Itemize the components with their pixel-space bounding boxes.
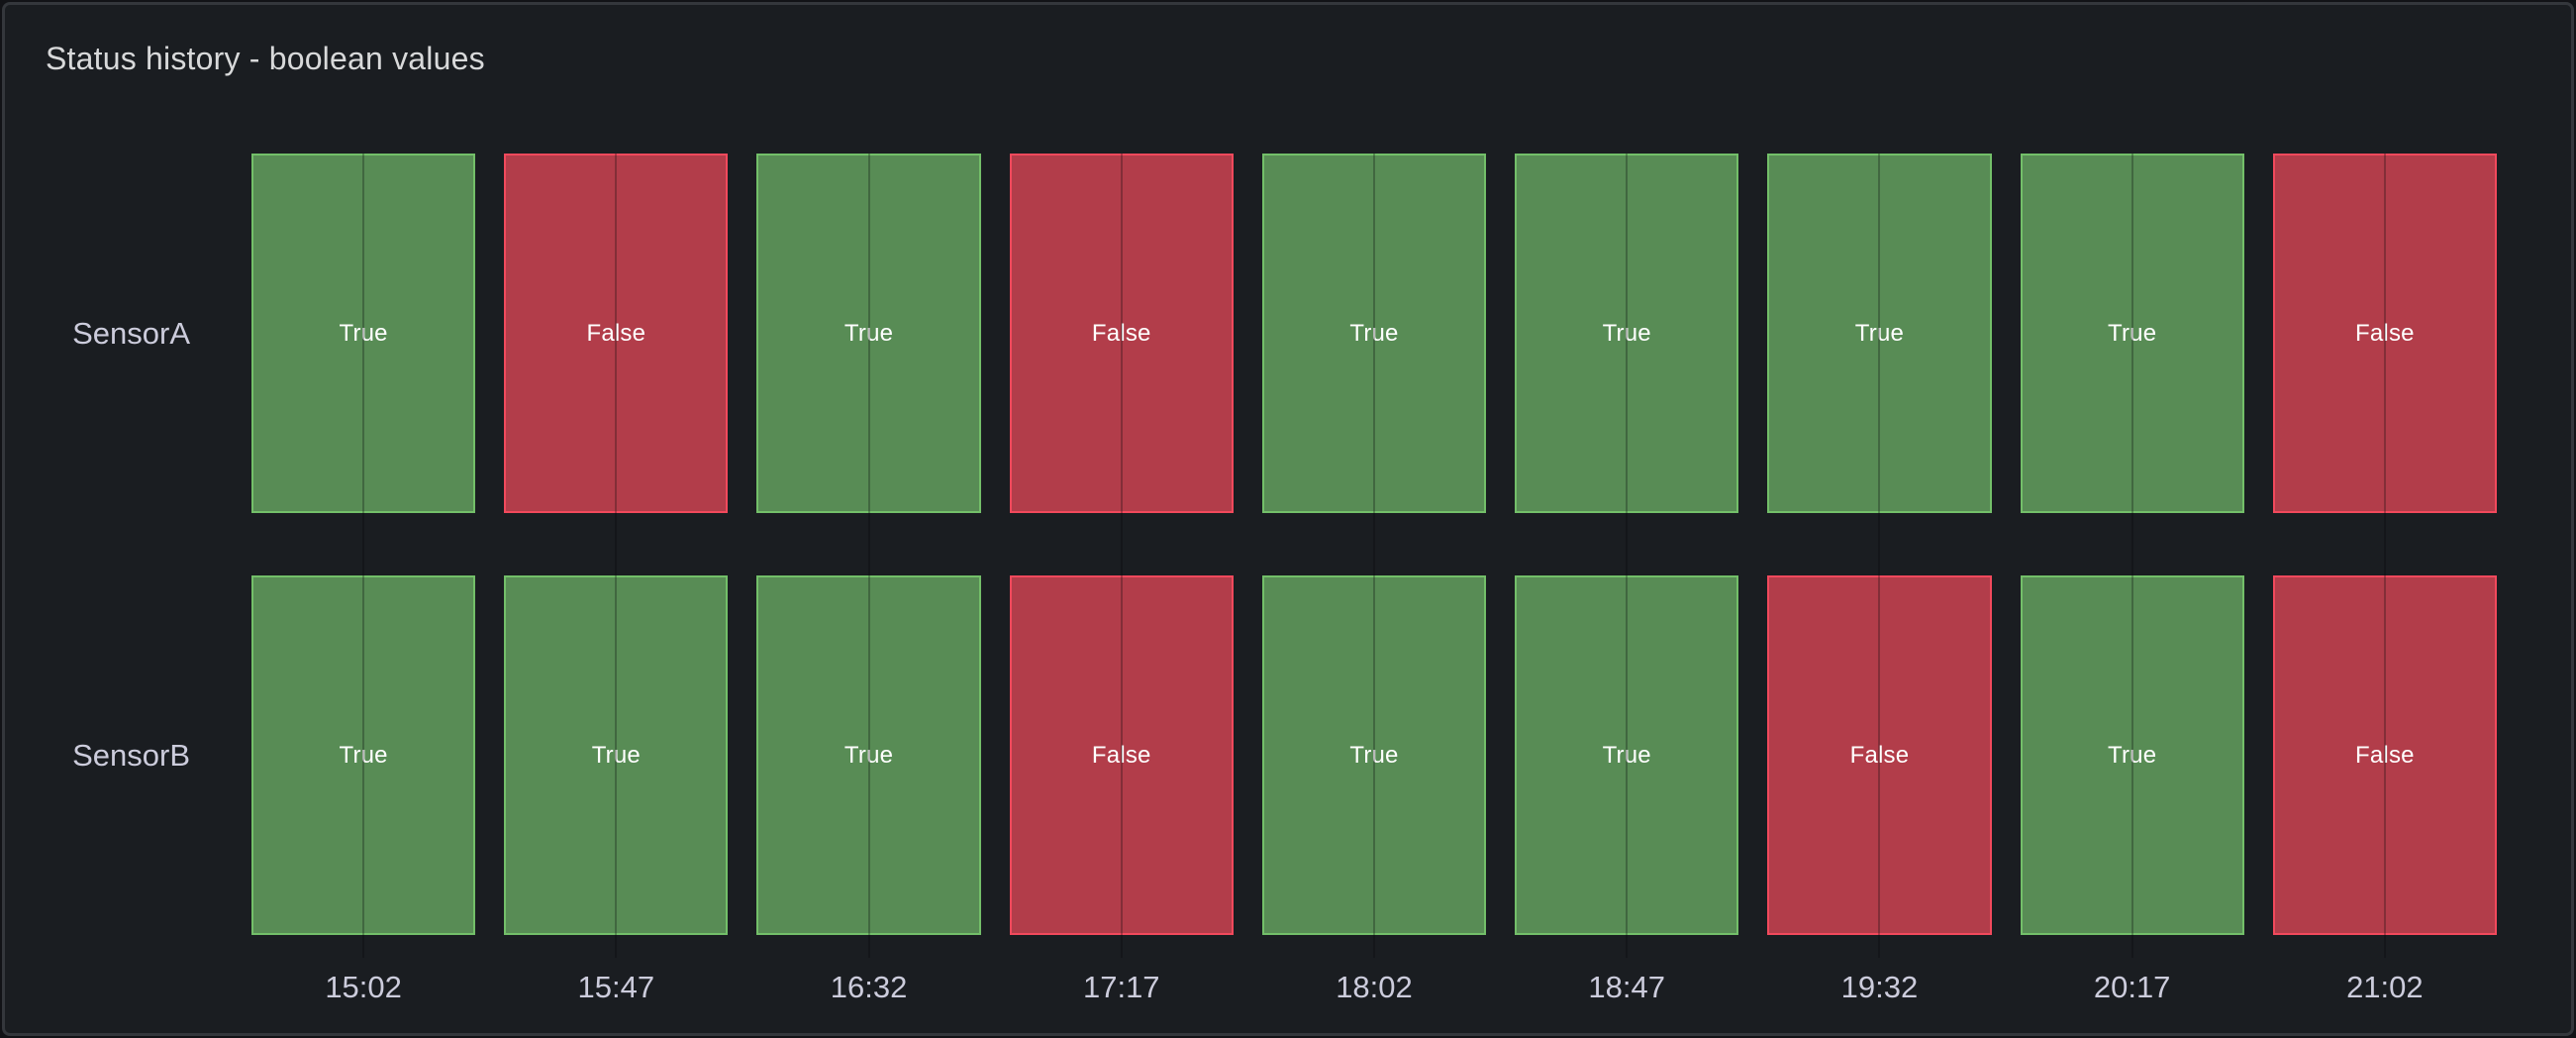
status-row: True True True False True True False True False	[251, 575, 2497, 935]
status-cell-true[interactable]: True	[756, 154, 981, 513]
cell-value-label: True	[1602, 319, 1651, 347]
chart-area: True False True False True True True True False T…	[251, 154, 2497, 935]
x-axis-labels: 15:02 15:47 16:32 17:17 18:02 18:47 19:32 20:17…	[251, 958, 2497, 1017]
x-axis-tick-label: 19:32	[1840, 970, 1919, 1004]
status-cell-false[interactable]: False	[1009, 154, 1234, 513]
cell-value-label: True	[2108, 319, 2157, 347]
status-cell-true[interactable]: True	[1261, 154, 1487, 513]
row-label: SensorA	[72, 315, 190, 351]
x-axis-tick-label: 15:02	[325, 970, 402, 1004]
cell-value-label: True	[339, 319, 388, 347]
y-axis-labels: SensorA SensorB	[5, 154, 251, 935]
cell-value-label: True	[1854, 319, 1905, 347]
cell-value-label: False	[1849, 741, 1910, 769]
status-cell-true[interactable]: True	[504, 575, 729, 935]
status-cell-true[interactable]: True	[1261, 575, 1487, 935]
status-cell-true[interactable]: True	[251, 154, 476, 513]
cell-value-label: True	[1349, 319, 1399, 347]
x-axis-tick-label: 20:17	[2093, 970, 2171, 1004]
status-cell-false[interactable]: False	[504, 154, 729, 513]
x-axis-tick-label: 18:02	[1336, 970, 1413, 1004]
x-axis-tick-label: 21:02	[2346, 970, 2424, 1004]
cell-value-label: True	[843, 319, 894, 347]
status-cell-false[interactable]: False	[2272, 575, 2497, 935]
x-axis-tick-label: 15:47	[577, 970, 655, 1004]
cell-value-label: True	[591, 741, 641, 769]
row-label: SensorB	[72, 737, 190, 773]
status-row: True False True False True True True True False	[251, 154, 2497, 513]
status-cell-true[interactable]: True	[1515, 154, 1739, 513]
cell-value-label: True	[1349, 741, 1399, 769]
status-cell-false[interactable]: False	[2272, 154, 2497, 513]
cell-value-label: False	[586, 319, 646, 347]
cell-value-label: False	[2355, 741, 2415, 769]
x-axis-tick-label: 18:47	[1588, 970, 1665, 1004]
status-cell-false[interactable]: False	[1009, 575, 1234, 935]
x-axis-tick-label: 16:32	[830, 970, 908, 1004]
cell-value-label: False	[2355, 319, 2415, 347]
status-cell-true[interactable]: True	[2020, 575, 2244, 935]
cell-value-label: True	[339, 741, 388, 769]
cell-value-label: False	[1091, 319, 1151, 347]
status-cell-true[interactable]: True	[1767, 154, 1992, 513]
panel-title[interactable]: Status history - boolean values	[46, 41, 485, 76]
status-cell-false[interactable]: False	[1767, 575, 1992, 935]
status-cell-true[interactable]: True	[2020, 154, 2244, 513]
status-cell-true[interactable]: True	[756, 575, 981, 935]
status-cell-true[interactable]: True	[1515, 575, 1739, 935]
cell-value-label: True	[1602, 741, 1651, 769]
x-axis-tick-label: 17:17	[1082, 970, 1160, 1004]
cell-value-label: False	[1091, 741, 1151, 769]
cell-value-label: True	[2108, 741, 2157, 769]
status-cell-true[interactable]: True	[251, 575, 476, 935]
cell-value-label: True	[843, 741, 894, 769]
